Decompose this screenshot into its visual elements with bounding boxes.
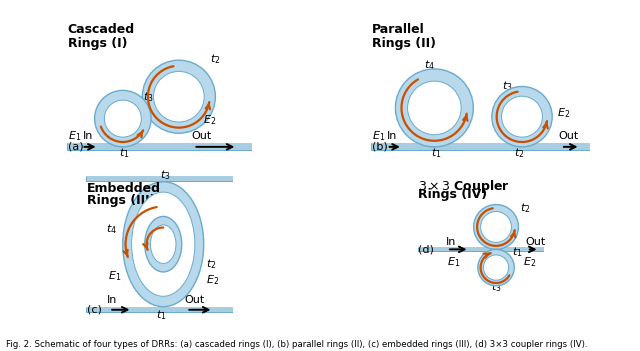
Text: $t_1$: $t_1$ xyxy=(512,246,522,259)
Ellipse shape xyxy=(150,225,176,264)
Text: Out: Out xyxy=(525,237,546,247)
Text: $E_2$: $E_2$ xyxy=(205,273,219,286)
Text: In: In xyxy=(387,131,397,141)
Text: $t_2$: $t_2$ xyxy=(515,147,525,160)
Bar xyxy=(86,176,233,181)
Text: $E_2$: $E_2$ xyxy=(523,255,536,269)
Text: $3\times3$ Coupler: $3\times3$ Coupler xyxy=(418,178,510,195)
Circle shape xyxy=(478,249,515,286)
Text: (d): (d) xyxy=(418,244,434,254)
Ellipse shape xyxy=(132,192,195,296)
Circle shape xyxy=(502,96,543,137)
Text: $E_1$: $E_1$ xyxy=(108,269,122,283)
Text: $t_2$: $t_2$ xyxy=(205,257,216,271)
Text: $t_3$: $t_3$ xyxy=(502,79,513,93)
Text: $t_1$: $t_1$ xyxy=(119,147,130,160)
Text: Rings (II): Rings (II) xyxy=(372,37,436,50)
Circle shape xyxy=(95,90,151,147)
Circle shape xyxy=(142,60,216,133)
Text: Rings (IV): Rings (IV) xyxy=(418,188,487,201)
Ellipse shape xyxy=(145,217,182,272)
Text: $t_4$: $t_4$ xyxy=(424,58,435,72)
Text: $t_1$: $t_1$ xyxy=(431,147,441,160)
Text: (b): (b) xyxy=(372,142,388,152)
Text: In: In xyxy=(445,237,456,247)
Text: Parallel: Parallel xyxy=(372,23,425,36)
Circle shape xyxy=(408,81,461,135)
Text: In: In xyxy=(108,295,118,305)
Text: $t_3$: $t_3$ xyxy=(143,90,154,104)
Text: $t_1$: $t_1$ xyxy=(156,308,166,322)
Text: Out: Out xyxy=(191,131,211,141)
Text: Rings (III): Rings (III) xyxy=(87,194,156,207)
Bar xyxy=(67,144,252,150)
Text: $t_2$: $t_2$ xyxy=(520,201,531,215)
Text: Out: Out xyxy=(184,295,205,305)
Text: $E_1$: $E_1$ xyxy=(447,255,461,269)
Text: $t_2$: $t_2$ xyxy=(210,53,221,66)
Text: $t_3$: $t_3$ xyxy=(160,168,170,183)
Circle shape xyxy=(492,86,552,147)
Text: $t_4$: $t_4$ xyxy=(106,223,116,237)
Circle shape xyxy=(104,100,141,137)
Text: (a): (a) xyxy=(68,142,83,152)
Bar xyxy=(371,144,590,150)
Text: $t_3$: $t_3$ xyxy=(491,280,501,294)
Text: $E_2$: $E_2$ xyxy=(557,107,570,120)
Ellipse shape xyxy=(123,182,204,307)
Circle shape xyxy=(396,69,474,147)
Text: $E_1$: $E_1$ xyxy=(372,129,385,143)
Text: Fig. 2. Schematic of four types of DRRs: (a) cascaded rings (I), (b) parallel ri: Fig. 2. Schematic of four types of DRRs:… xyxy=(6,340,588,349)
Text: Out: Out xyxy=(559,131,579,141)
Text: In: In xyxy=(83,131,93,141)
Circle shape xyxy=(483,255,509,280)
Bar xyxy=(86,307,233,312)
Bar xyxy=(417,247,543,251)
Text: Embedded: Embedded xyxy=(87,183,161,196)
Text: $E_1$: $E_1$ xyxy=(68,129,81,143)
Text: Rings (I): Rings (I) xyxy=(68,37,127,50)
Text: Cascaded: Cascaded xyxy=(68,23,135,36)
Text: (c): (c) xyxy=(87,305,102,315)
Circle shape xyxy=(154,71,204,122)
Circle shape xyxy=(481,212,511,242)
Text: $E_2$: $E_2$ xyxy=(203,113,216,127)
Circle shape xyxy=(474,205,518,249)
